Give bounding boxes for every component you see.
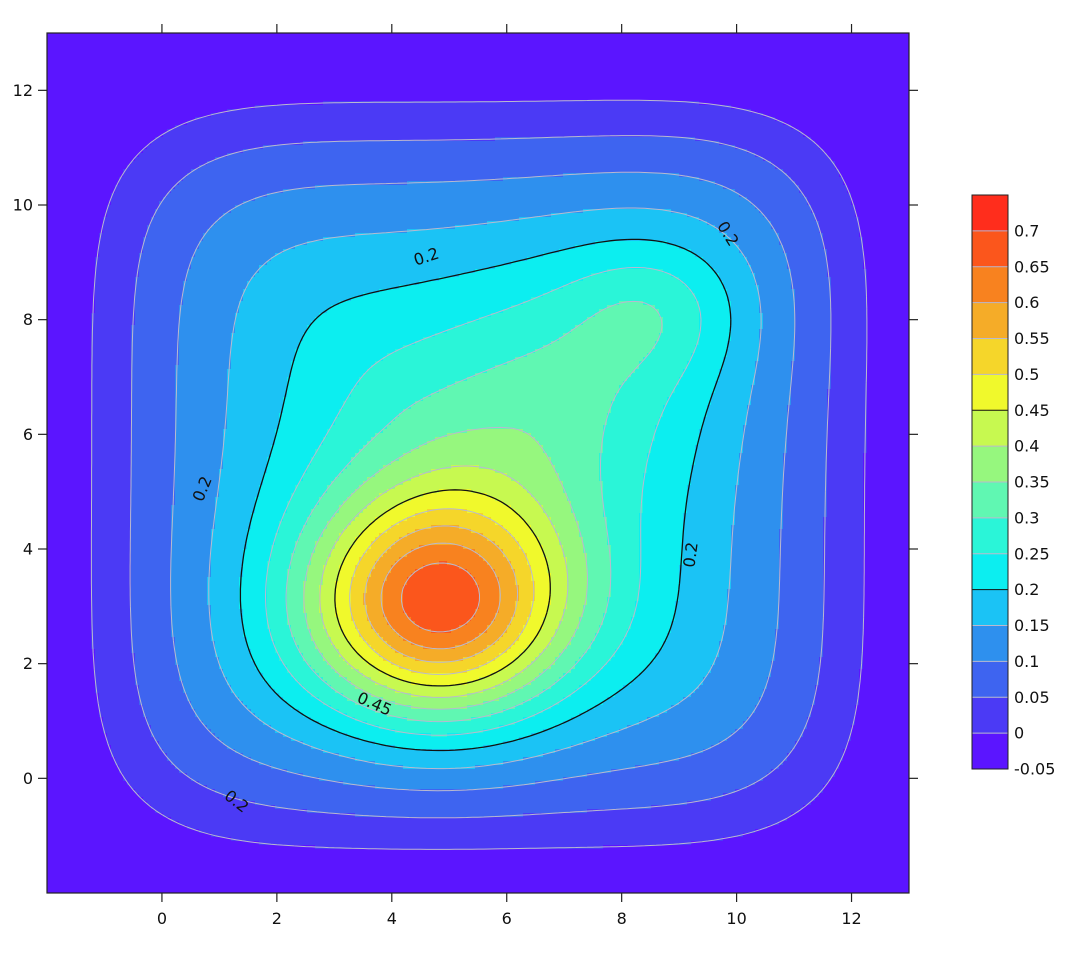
colorbar-label: 0.4 — [1014, 437, 1039, 456]
y-tick-label: 10 — [13, 196, 33, 215]
colorbar-label: 0.6 — [1014, 293, 1039, 312]
colorbar-label: 0.2 — [1014, 580, 1039, 599]
colorbar-label: 0.35 — [1014, 473, 1050, 492]
contour-line-0.2 — [239, 238, 732, 752]
y-axis: 0 2 4 6 8 10 12 — [13, 81, 918, 788]
colorbar-swatch — [972, 374, 1008, 411]
colorbar-swatch — [972, 338, 1008, 375]
colorbar-swatch — [972, 589, 1008, 626]
x-tick-label: 6 — [502, 909, 512, 928]
contour-lines — [90, 99, 868, 850]
contour-band-0.1 — [171, 173, 795, 789]
x-tick-label: 12 — [841, 909, 861, 928]
contour-line-0.3 — [285, 300, 663, 723]
colorbar-swatch — [972, 661, 1008, 698]
colorbar-swatch — [972, 230, 1008, 268]
contour-line-0.25 — [265, 267, 702, 736]
colorbar-label: 0.3 — [1014, 508, 1039, 527]
contour-band-0.65 — [403, 561, 479, 633]
colorbar-label: 0.1 — [1014, 652, 1039, 671]
contour-bands — [47, 33, 909, 893]
contour-line-0.4 — [319, 465, 569, 698]
colorbar-swatch — [972, 195, 1008, 232]
contour-line-0.55 — [364, 525, 519, 663]
y-tick-label: 0 — [23, 769, 33, 788]
colorbar-label: -0.05 — [1014, 760, 1055, 779]
colorbar-swatch — [972, 553, 1008, 591]
x-tick-label: 2 — [272, 909, 282, 928]
colorbar-label: 0.65 — [1014, 257, 1050, 276]
colorbar-swatch — [972, 517, 1008, 555]
contour-band-0.2 — [239, 241, 731, 749]
colorbar-label: 0.25 — [1014, 544, 1050, 563]
contour-line-0 — [90, 99, 868, 850]
colorbar-swatch — [972, 410, 1008, 447]
contour-line-0.1 — [170, 171, 796, 792]
plot-frame — [46, 32, 910, 894]
y-tick-label: 12 — [13, 81, 33, 100]
contour-band-0.25 — [267, 269, 699, 737]
colorbar-frame — [971, 194, 1009, 770]
colorbar-label: 0.55 — [1014, 329, 1050, 348]
x-tick-label: 4 — [387, 909, 397, 928]
colorbar-label: 0.45 — [1014, 401, 1050, 420]
contour-band-0.05 — [131, 137, 831, 817]
colorbar-swatch — [972, 697, 1008, 734]
contour-line-0.15 — [208, 207, 762, 770]
x-axis: 0 2 4 6 8 10 12 — [157, 24, 862, 928]
contour-band-0 — [91, 101, 867, 849]
contour-line-0.05 — [129, 135, 832, 819]
colorbar-swatch — [972, 446, 1008, 483]
colorbar-swatch — [972, 733, 1008, 770]
colorbar-label: 0 — [1014, 724, 1024, 743]
contour-band-0.3 — [287, 301, 663, 721]
colorbar-label: 0.05 — [1014, 688, 1050, 707]
colorbar-label: 0.7 — [1014, 221, 1039, 240]
x-tick-label: 8 — [617, 909, 627, 928]
colorbar: 0.7 0.65 0.6 0.55 0.5 0.45 0.4 0.35 0.3 0.25 0.2 0.… — [971, 194, 1055, 779]
contour-line-0.35 — [303, 426, 588, 710]
x-tick-label: 0 — [157, 909, 167, 928]
colorbar-label: 0.15 — [1014, 616, 1050, 635]
colorbar-swatch — [972, 625, 1008, 662]
y-tick-label: 2 — [23, 654, 33, 673]
colorbar-swatch — [972, 302, 1008, 339]
contour-band-0.6 — [383, 545, 499, 649]
y-tick-label: 4 — [23, 540, 33, 559]
y-tick-label: 8 — [23, 310, 33, 329]
contour-band-0.35 — [303, 429, 587, 709]
contour-label: 0.2 — [679, 541, 701, 569]
colorbar-swatch — [972, 266, 1008, 304]
y-tick-label: 6 — [23, 425, 33, 444]
contour-line-0.6 — [380, 542, 501, 650]
x-tick-label: 10 — [726, 909, 746, 928]
contour-line-0.65 — [400, 562, 480, 633]
colorbar-swatch — [972, 482, 1008, 519]
contour-line-0.5 — [349, 508, 535, 675]
contour-line-0.45 — [334, 489, 551, 687]
colorbar-label: 0.5 — [1014, 365, 1039, 384]
plot-area — [47, 33, 909, 893]
